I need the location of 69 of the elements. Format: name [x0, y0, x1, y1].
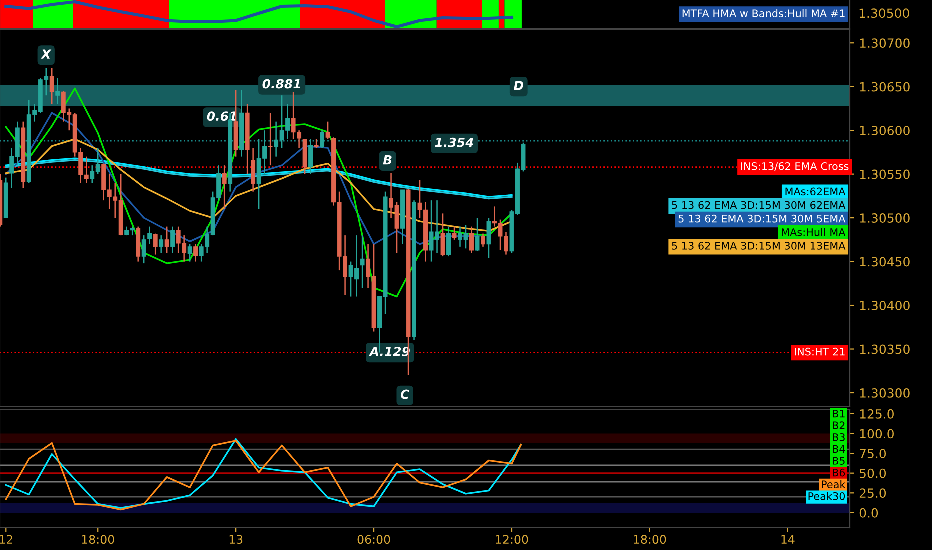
y-tick-label: 1.30300 — [860, 388, 910, 398]
annotation: B2 — [833, 422, 845, 430]
y-tick-label: 1.30700 — [860, 38, 910, 48]
x-tick-label: 18:00 — [82, 535, 114, 544]
x-tick-label: 18:00 — [634, 535, 666, 544]
candlestick — [50, 68, 54, 105]
text: 5 13 62 EMA 3D:15M 30M 13EMA — [672, 242, 846, 250]
annotation: 0.61 — [207, 112, 236, 122]
annotation: C — [400, 390, 410, 400]
candlestick — [222, 164, 227, 210]
y-tick-label: 0.0 — [860, 508, 878, 518]
annotation: B4 — [833, 445, 846, 453]
text: MAs:Hull MA — [782, 228, 846, 236]
y-tick-label: 1.30400 — [860, 301, 910, 310]
candlestick — [159, 234, 164, 254]
candlestick — [446, 226, 451, 258]
y-tick-label: 1.30650 — [860, 82, 910, 92]
x-tick-label: 06:00 — [358, 535, 390, 544]
candlestick — [470, 226, 474, 254]
annotation: B — [383, 156, 392, 165]
candlestick — [164, 226, 170, 254]
y-tick-label: 1.30600 — [860, 126, 910, 136]
annotation: B1 — [833, 410, 845, 418]
annotation: X — [40, 50, 52, 59]
candlestick — [148, 226, 152, 245]
candlestick — [142, 234, 146, 264]
annotation: B6 — [833, 468, 846, 477]
y-tick-label: 100.0 — [860, 429, 894, 439]
text: MTFA HMA w Bands:Hull MA #1 — [682, 9, 845, 18]
y-tick-label: 1.30550 — [860, 170, 910, 180]
candlestick — [251, 147, 256, 192]
y-tick-label: 75.0 — [860, 449, 886, 458]
text: 5 13 62 EMA 3D:15M 30M 5EMA — [678, 214, 846, 223]
x-tick-label: 12 — [0, 535, 12, 544]
y-tick-label: 1.30500 — [860, 214, 910, 223]
candlestick — [268, 112, 273, 166]
x-tick-label: 13 — [230, 535, 243, 544]
annotation: INS:13/62 EMA Cross — [741, 162, 849, 172]
y-tick-label: 1.30450 — [860, 257, 910, 267]
annotation: D — [514, 81, 524, 90]
y-tick-label: 125.0 — [860, 409, 894, 419]
annotation: 0.881 — [262, 79, 300, 89]
candlestick — [188, 244, 192, 262]
candlestick — [308, 138, 314, 175]
x-tick-label: 12:00 — [496, 535, 528, 544]
candlestick — [153, 233, 158, 256]
candlestick — [440, 213, 446, 258]
y-tick-label: 1.30350 — [860, 344, 910, 354]
y-tick-label: 50.0 — [860, 468, 886, 478]
candlestick — [481, 233, 486, 248]
candlestick — [452, 226, 457, 241]
candlestick — [320, 130, 325, 149]
candlestick — [475, 217, 480, 252]
annotation: B5 — [833, 457, 845, 465]
ref-line-label: INS:HT 21 — [795, 348, 845, 356]
text: 5 13 62 EMA 3D:15M 30M 62EMA — [672, 201, 846, 210]
annotation: B3 — [833, 433, 845, 442]
annotation: Peak — [822, 480, 846, 489]
candlestick — [486, 217, 492, 259]
annotation: Peak30 — [808, 492, 846, 500]
y-tick-label: 25.0 — [860, 488, 886, 498]
annotation: 1.354 — [435, 138, 474, 148]
text: MAs:62EMA — [786, 188, 846, 196]
candlestick — [56, 77, 60, 105]
candlestick — [170, 226, 176, 254]
candlestick — [194, 244, 198, 262]
candlestick — [360, 234, 365, 289]
candlestick — [326, 121, 330, 140]
x-tick-label: 14 — [782, 535, 795, 544]
